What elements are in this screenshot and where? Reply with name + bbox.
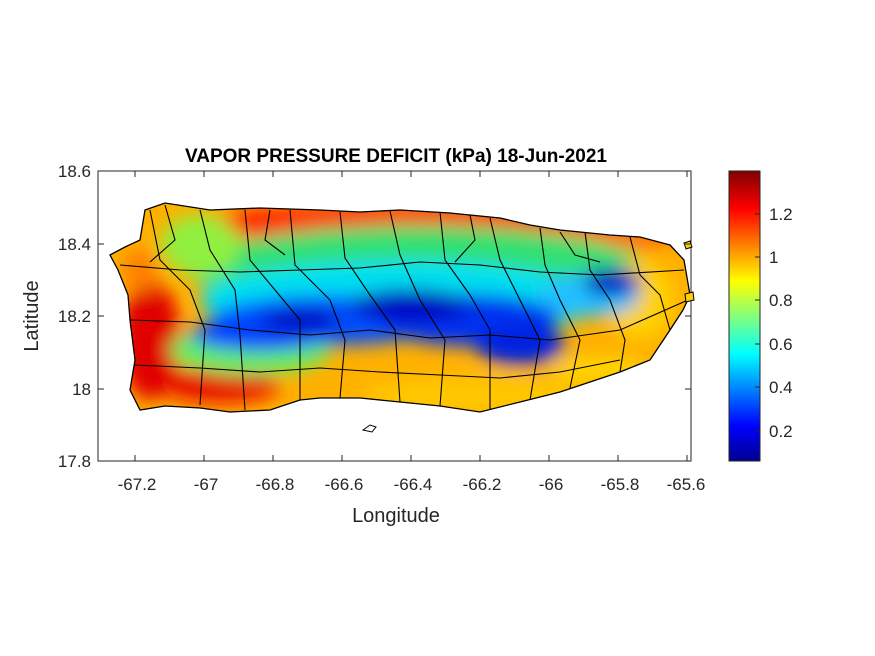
colorbar-tick-label: 1 <box>769 248 778 267</box>
map-title: VAPOR PRESSURE DEFICIT (kPa) 18-Jun-2021 <box>185 146 607 167</box>
y-axis-label: Latitude <box>21 280 43 351</box>
colorbar-tick-label: 0.4 <box>769 378 793 397</box>
x-tick-label: -65.8 <box>601 475 640 494</box>
colorbar-tick-label: 0.2 <box>769 422 793 441</box>
x-axis <box>134 171 688 461</box>
offshore-island-shape <box>684 291 695 303</box>
x-tick-label: -66.4 <box>394 475 433 494</box>
offshore-island-shape <box>683 240 693 250</box>
y-tick-label: 17.8 <box>58 452 91 471</box>
colorbar-tick-label: 1.2 <box>769 205 793 224</box>
y-tick-label: 18.4 <box>58 235 91 254</box>
x-tick-label: -65.6 <box>667 475 706 494</box>
y-tick-label: 18 <box>72 380 91 399</box>
colorbar-tick-label: 0.6 <box>769 335 793 354</box>
x-tick-label: -66.6 <box>325 475 364 494</box>
x-tick-label: -66.2 <box>463 475 502 494</box>
colorbar-ticks <box>755 213 760 432</box>
y-tick-label: 18.6 <box>58 162 91 181</box>
x-axis-label: Longitude <box>352 505 440 527</box>
y-tick-label: 18.2 <box>58 307 91 326</box>
offshore-island-shape <box>361 424 377 433</box>
x-tick-label: -66 <box>539 475 564 494</box>
colorbar-tick-label: 0.8 <box>769 291 793 310</box>
x-tick-label: -67.2 <box>118 475 157 494</box>
municipal-boundaries <box>119 204 689 411</box>
colorbar <box>728 170 761 462</box>
x-tick-label: -66.8 <box>256 475 295 494</box>
y-axis <box>98 243 691 390</box>
x-tick-label: -67 <box>194 475 219 494</box>
